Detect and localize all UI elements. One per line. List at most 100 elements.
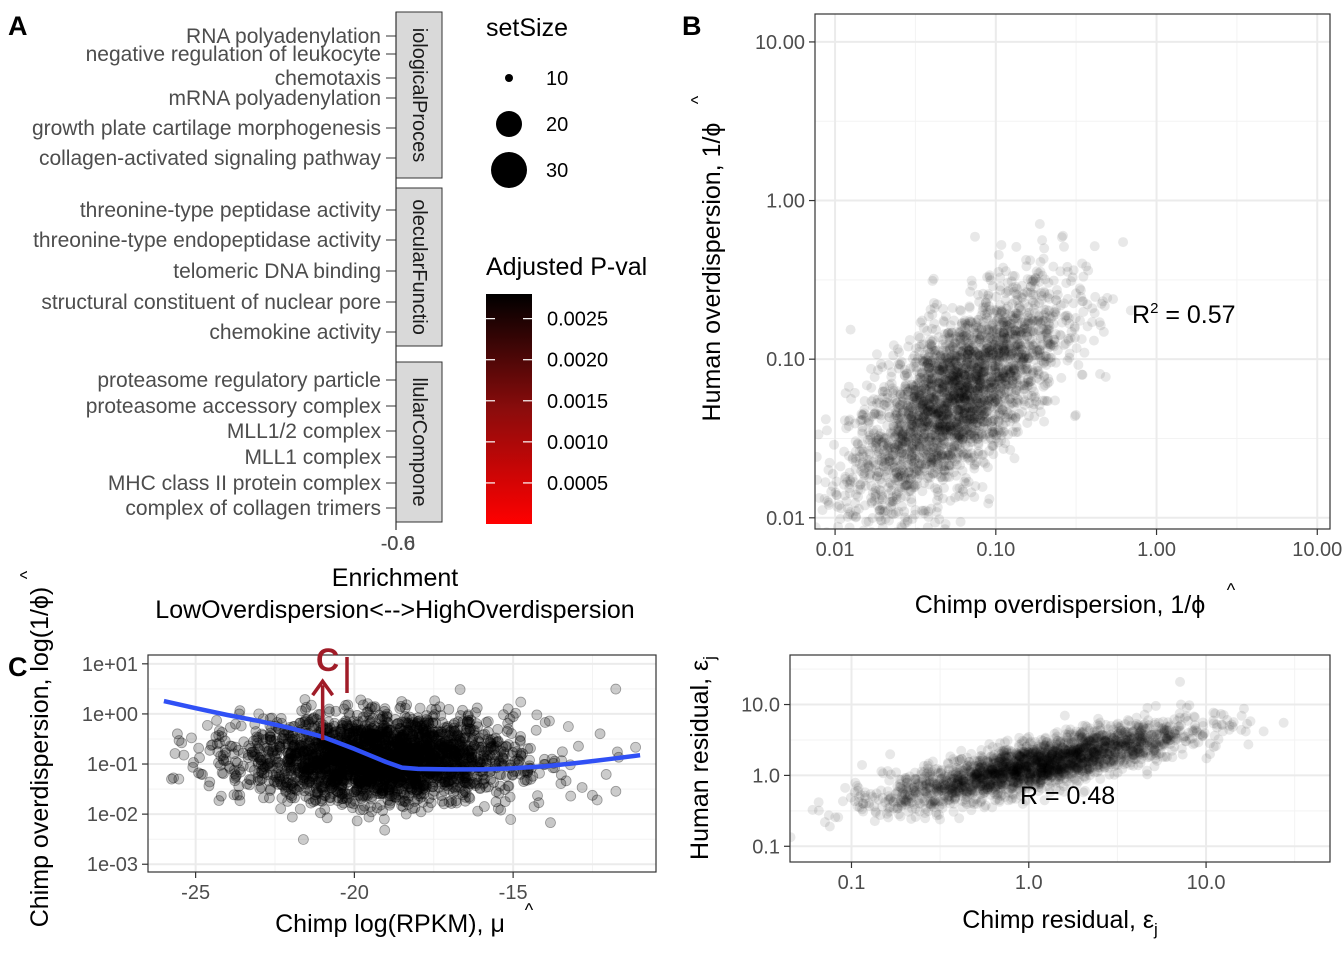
scatter-point (852, 438, 863, 449)
scatter-point (1005, 367, 1016, 378)
scatter-point (850, 498, 861, 509)
scatter-point (925, 374, 936, 385)
scatter-point (413, 725, 425, 737)
scatter-point (982, 424, 993, 435)
scatter-point (951, 331, 962, 342)
scatter-point (998, 345, 1009, 356)
scatter-point (911, 418, 922, 429)
scatter-point (392, 727, 404, 739)
r-squared-annotation: R2 = 0.57 (1132, 300, 1236, 329)
scatter-point (1012, 334, 1023, 345)
scatter-point (911, 400, 922, 411)
x-tick-label: 0.10 (976, 539, 1015, 561)
scatter-point (576, 782, 588, 793)
scatter-point (950, 351, 961, 362)
scatter-point (1006, 328, 1017, 339)
scatter-point (1035, 407, 1046, 418)
scatter-point (1001, 338, 1012, 349)
scatter-point (416, 738, 428, 750)
scatter-point (978, 394, 989, 405)
scatter-point (948, 315, 959, 326)
scatter-point (930, 358, 941, 369)
scatter-point (889, 473, 900, 484)
scatter-point (311, 756, 323, 767)
scatter-point (954, 422, 965, 433)
scatter-point (909, 463, 920, 474)
scatter-point (870, 534, 880, 544)
scatter-point (391, 718, 403, 730)
scatter-point (991, 350, 1002, 361)
scatter-point (884, 456, 895, 467)
scatter-point (321, 745, 333, 757)
scatter-point (501, 741, 513, 752)
scatter-point (961, 354, 972, 365)
scatter-point (1005, 343, 1016, 354)
scatter-point (948, 467, 959, 478)
scatter-point (903, 467, 914, 478)
scatter-point (951, 392, 962, 403)
scatter-point (952, 454, 963, 465)
scatter-point (875, 504, 886, 515)
scatter-point (991, 336, 1002, 347)
scatter-point (948, 446, 959, 457)
scatter-point (927, 417, 938, 428)
go-term-label: structural constituent of nuclear pore (41, 291, 381, 314)
scatter-point (950, 351, 961, 362)
scatter-point (1022, 353, 1033, 364)
scatter-point (1027, 326, 1038, 337)
scatter-point (987, 440, 998, 451)
scatter-point (949, 375, 960, 386)
scatter-point (875, 485, 886, 496)
scatter-point (413, 737, 425, 749)
scatter-point (972, 420, 983, 431)
scatter-point (1018, 289, 1029, 300)
scatter-point (292, 747, 304, 759)
scatter-point (913, 429, 924, 440)
scatter-point (949, 456, 960, 467)
scatter-point (998, 371, 1009, 382)
scatter-point (918, 447, 929, 458)
scatter-point (952, 422, 963, 433)
scatter-point (1014, 301, 1025, 312)
scatter-point (895, 388, 906, 399)
scatter-point (905, 473, 916, 484)
scatter-point (407, 740, 419, 752)
scatter-point (906, 450, 917, 461)
scatter-point (962, 356, 973, 367)
scatter-point (907, 444, 918, 455)
scatter-point (946, 327, 957, 338)
scatter-point (961, 395, 972, 406)
scatter-point (874, 484, 885, 495)
scatter-point (1007, 363, 1018, 374)
scatter-point (957, 428, 968, 439)
scatter-point (910, 425, 921, 436)
scatter-point (965, 372, 976, 383)
scatter-point (918, 412, 929, 423)
scatter-point (928, 385, 939, 396)
scatter-point (991, 335, 1002, 346)
scatter-point (983, 365, 994, 376)
scatter-point (972, 378, 983, 389)
scatter-point (883, 465, 894, 476)
scatter-point (981, 301, 992, 312)
scatter-point (1031, 396, 1042, 407)
scatter-point (1044, 320, 1055, 331)
scatter-point (364, 730, 376, 741)
scatter-point (927, 323, 938, 334)
scatter-point (976, 331, 987, 342)
scatter-point (873, 448, 884, 459)
scatter-point (1025, 318, 1036, 329)
scatter-point (878, 440, 889, 451)
scatter-point (409, 720, 421, 732)
scatter-point (955, 327, 966, 338)
scatter-point (1003, 285, 1014, 296)
scatter-point (971, 411, 982, 422)
scatter-point (1035, 352, 1046, 363)
scatter-point (1078, 271, 1089, 282)
scatter-point (906, 494, 917, 505)
scatter-point (908, 482, 919, 493)
scatter-point (954, 386, 965, 397)
scatter-point (945, 460, 956, 471)
scatter-point (972, 414, 983, 425)
panel-a-xlabel-2: LowOverdispersion<-->HighOverdispersion (155, 596, 634, 624)
